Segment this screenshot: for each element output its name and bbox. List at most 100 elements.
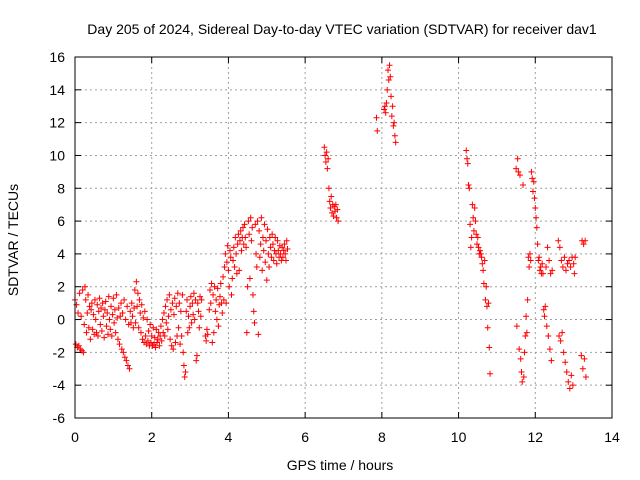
data-point: [526, 250, 533, 257]
data-point: [529, 175, 536, 182]
data-point: [176, 300, 183, 307]
data-point: [165, 313, 172, 320]
data-point: [280, 247, 287, 254]
data-point: [108, 303, 115, 310]
data-point: [81, 321, 88, 328]
data-point: [582, 373, 589, 380]
data-point: [282, 257, 289, 264]
y-tick-label: 10: [49, 147, 65, 163]
data-point: [259, 234, 266, 241]
data-point: [531, 195, 538, 202]
data-point: [472, 218, 479, 225]
data-point: [210, 291, 217, 298]
data-point: [76, 290, 83, 297]
data-point: [237, 227, 244, 234]
data-point: [388, 93, 395, 100]
data-point: [282, 250, 289, 257]
data-point: [542, 303, 549, 310]
data-point: [153, 326, 160, 333]
data-point: [253, 264, 260, 271]
data-point: [203, 326, 210, 333]
data-point: [556, 332, 563, 339]
data-point: [243, 244, 250, 251]
data-point: [247, 214, 254, 221]
data-point: [392, 139, 399, 146]
data-point: [335, 218, 342, 225]
data-point: [192, 296, 199, 303]
data-point: [240, 241, 247, 248]
data-point: [92, 316, 99, 323]
data-point: [186, 324, 193, 331]
data-point: [111, 319, 118, 326]
data-point: [269, 231, 276, 238]
data-point: [85, 291, 92, 298]
data-point: [111, 306, 118, 313]
data-point: [122, 316, 129, 323]
data-point: [250, 308, 257, 315]
data-point: [532, 204, 539, 211]
data-point: [475, 244, 482, 251]
data-point: [73, 301, 80, 308]
data-point: [190, 290, 197, 297]
data-point: [545, 332, 552, 339]
grid: [75, 57, 612, 418]
x-axis-ticks: 0 2 4 6 8 10 12 14: [71, 57, 620, 445]
data-point: [464, 155, 471, 162]
data-point: [483, 283, 490, 290]
data-point: [274, 237, 281, 244]
data-point: [97, 321, 104, 328]
data-point: [195, 308, 202, 315]
data-point: [243, 329, 250, 336]
data-point: [568, 372, 575, 379]
data-point: [226, 283, 233, 290]
data-point: [483, 303, 490, 310]
data-point: [124, 362, 131, 369]
data-point: [387, 73, 394, 80]
y-tick-label: 16: [49, 49, 65, 65]
data-point: [120, 349, 127, 356]
data-point: [262, 259, 269, 266]
data-point: [197, 313, 204, 320]
data-point: [223, 259, 230, 266]
data-point: [91, 296, 98, 303]
data-point: [543, 323, 550, 330]
data-point: [332, 201, 339, 208]
data-point: [529, 188, 536, 195]
data-point: [144, 337, 151, 344]
data-point: [121, 296, 128, 303]
data-point: [480, 267, 487, 274]
data-point: [197, 293, 204, 300]
data-point: [94, 301, 101, 308]
data-point: [95, 332, 102, 339]
data-point: [558, 257, 565, 264]
data-point: [330, 213, 337, 220]
data-point: [266, 234, 273, 241]
data-point: [168, 342, 175, 349]
data-point: [221, 264, 228, 271]
data-point: [485, 300, 492, 307]
data-point: [470, 214, 477, 221]
data-point: [99, 300, 106, 307]
data-point: [386, 62, 393, 69]
data-point: [260, 247, 267, 254]
data-point: [520, 181, 527, 188]
data-point: [196, 324, 203, 331]
data-point: [236, 237, 243, 244]
data-point: [231, 264, 238, 271]
data-points: [72, 62, 589, 392]
data-point: [207, 287, 214, 294]
data-point: [148, 332, 155, 339]
data-point: [101, 306, 108, 313]
data-point: [482, 296, 489, 303]
data-point: [543, 264, 550, 271]
data-point: [187, 293, 194, 300]
data-point: [322, 159, 329, 166]
data-point: [167, 336, 174, 343]
data-point: [230, 244, 237, 251]
data-point: [557, 337, 564, 344]
data-point: [150, 324, 157, 331]
data-point: [100, 313, 107, 320]
data-point: [567, 264, 574, 271]
data-point: [383, 99, 390, 106]
